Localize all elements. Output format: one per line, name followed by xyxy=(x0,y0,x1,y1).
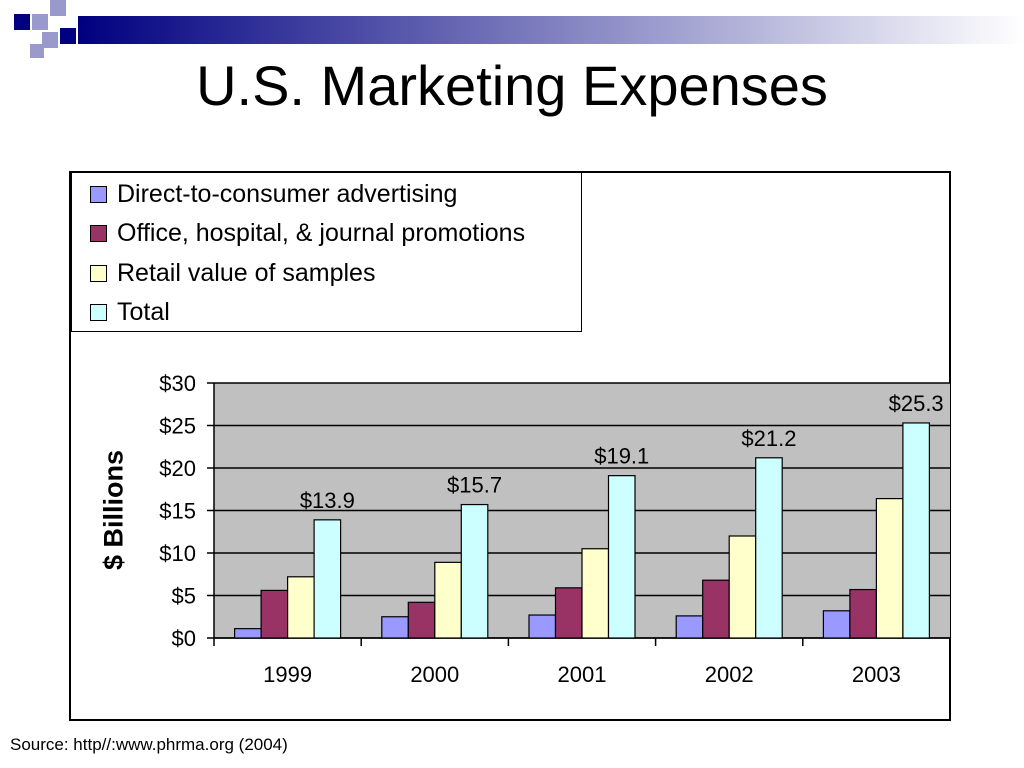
data-label: $19.1 xyxy=(594,444,649,469)
bar xyxy=(755,457,783,639)
x-tick-label: 2000 xyxy=(410,662,459,687)
x-tick-label: 2003 xyxy=(852,662,901,687)
legend-item-promotions: Office, hospital, & journal promotions xyxy=(90,218,525,248)
chart-legend: Direct-to-consumer advertising Office, h… xyxy=(71,172,582,332)
y-tick-label: $25 xyxy=(159,414,196,439)
deco-square-1 xyxy=(14,14,30,30)
slide-title: U.S. Marketing Expenses xyxy=(196,54,828,117)
bar xyxy=(581,548,610,639)
data-label: $15.7 xyxy=(447,473,502,498)
legend-item-total: Total xyxy=(90,297,170,327)
bar xyxy=(728,535,757,639)
bar xyxy=(528,614,557,639)
bar xyxy=(675,615,704,639)
bar xyxy=(702,579,730,639)
corner-decoration xyxy=(14,0,1024,58)
data-label: $25.3 xyxy=(889,391,944,416)
bar xyxy=(902,422,931,639)
y-tick-label: $0 xyxy=(172,626,196,651)
data-label: $21.2 xyxy=(741,426,796,451)
y-axis-label: $ Billions xyxy=(98,449,129,571)
bar xyxy=(381,616,409,639)
bar xyxy=(460,503,489,639)
bar xyxy=(407,601,436,639)
y-tick-label: $30 xyxy=(159,371,196,396)
y-tick-label: $5 xyxy=(172,584,196,609)
legend-label: Office, hospital, & journal promotions xyxy=(117,218,526,247)
legend-swatch xyxy=(90,185,107,203)
x-tick-label: 2001 xyxy=(558,662,607,687)
deco-square-6 xyxy=(30,44,44,58)
y-tick-label: $20 xyxy=(159,456,196,481)
bar xyxy=(434,561,462,639)
y-tick-label: $10 xyxy=(159,541,196,566)
deco-square-4 xyxy=(60,28,76,44)
legend-label: Retail value of samples xyxy=(117,258,376,287)
legend-label: Total xyxy=(117,297,170,326)
legend-swatch xyxy=(90,264,107,282)
data-label: $13.9 xyxy=(300,488,355,513)
bar xyxy=(875,498,904,639)
deco-square-2 xyxy=(32,14,48,30)
bar xyxy=(822,610,851,639)
legend-item-direct-to-consumer: Direct-to-consumer advertising xyxy=(90,179,457,209)
bar xyxy=(287,576,315,639)
x-tick-label: 1999 xyxy=(263,662,312,687)
legend-swatch xyxy=(90,224,107,242)
deco-square-3 xyxy=(50,0,66,16)
title-gradient-band xyxy=(78,16,1024,44)
y-tick-label: $15 xyxy=(159,499,196,524)
bar xyxy=(234,628,262,639)
bar xyxy=(260,589,289,639)
legend-item-samples: Retail value of samples xyxy=(90,258,375,288)
bar xyxy=(313,519,342,639)
legend-label: Direct-to-consumer advertising xyxy=(117,179,458,208)
deco-square-5 xyxy=(42,32,58,48)
bar xyxy=(849,588,878,639)
x-tick-label: 2002 xyxy=(705,662,754,687)
bar xyxy=(607,475,636,639)
legend-swatch xyxy=(90,303,107,321)
bar xyxy=(554,587,583,639)
source-citation: Source: http//:www.phrma.org (2004) xyxy=(10,735,288,754)
